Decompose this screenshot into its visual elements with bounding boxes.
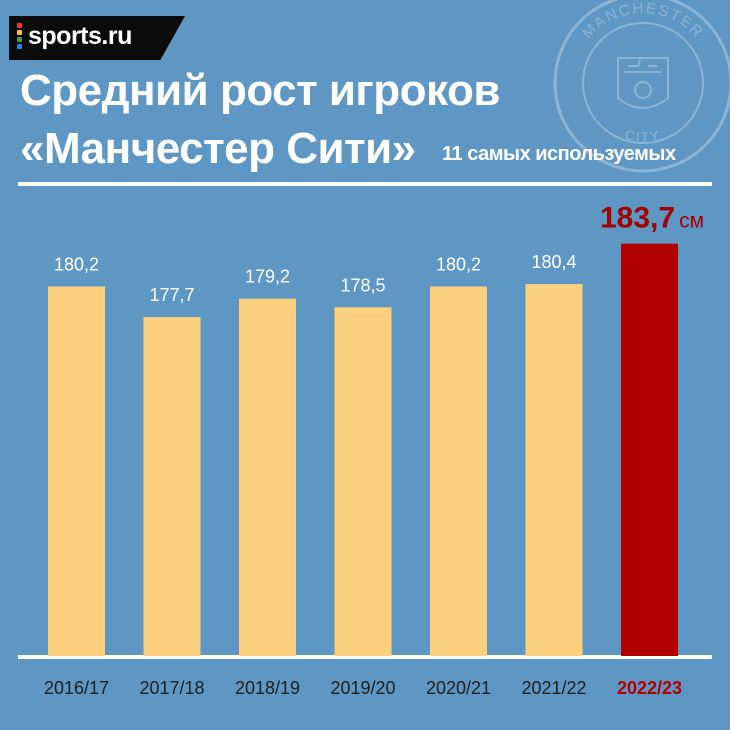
- chart-subtitle: 11 самых используемых: [442, 143, 676, 165]
- bar-value-label: 183,7 см: [600, 202, 704, 235]
- x-tick-label: 2021/22: [521, 678, 586, 698]
- sports-ru-logo: [9, 16, 185, 60]
- bar: [430, 286, 487, 656]
- bar-value-label: 178,5: [340, 275, 385, 295]
- logo-dot: [17, 44, 22, 49]
- badge-bottom-text: CITY: [624, 127, 660, 144]
- x-tick-label: 2017/18: [139, 678, 204, 698]
- top-divider: [18, 182, 712, 186]
- logo-text: sports.ru: [28, 22, 132, 50]
- bar-value-label: 180,4: [531, 252, 576, 272]
- bar: [621, 243, 678, 656]
- manchester-city-badge-icon: MANCHESTER CITY: [553, 0, 730, 173]
- bar: [239, 298, 296, 656]
- x-tick-label: 2022/23: [617, 678, 682, 698]
- x-tick-label: 2018/19: [235, 678, 300, 698]
- x-tick-label: 2019/20: [330, 678, 395, 698]
- bar: [525, 284, 583, 656]
- bar-value-label: 179,2: [245, 267, 290, 287]
- bar-value-label: 180,2: [54, 254, 99, 274]
- chart-title-line-2: «Манчестер Сити»: [20, 124, 416, 173]
- x-axis-line: [18, 655, 712, 659]
- x-tick-label: 2020/21: [426, 678, 491, 698]
- logo-dot: [17, 23, 22, 28]
- svg-text:CITY: CITY: [624, 127, 662, 144]
- bar-value-label: 180,2: [436, 254, 481, 274]
- x-tick-label: 2016/17: [44, 678, 109, 698]
- bar: [334, 307, 392, 656]
- logo-dots-icon: [17, 23, 22, 51]
- logo-dot: [17, 30, 22, 35]
- bar: [48, 286, 105, 656]
- chart-title-line-1: Средний рост игроков: [20, 66, 500, 115]
- bar-value-label: 177,7: [149, 285, 194, 305]
- bar: [143, 317, 201, 656]
- logo-dot: [17, 37, 22, 42]
